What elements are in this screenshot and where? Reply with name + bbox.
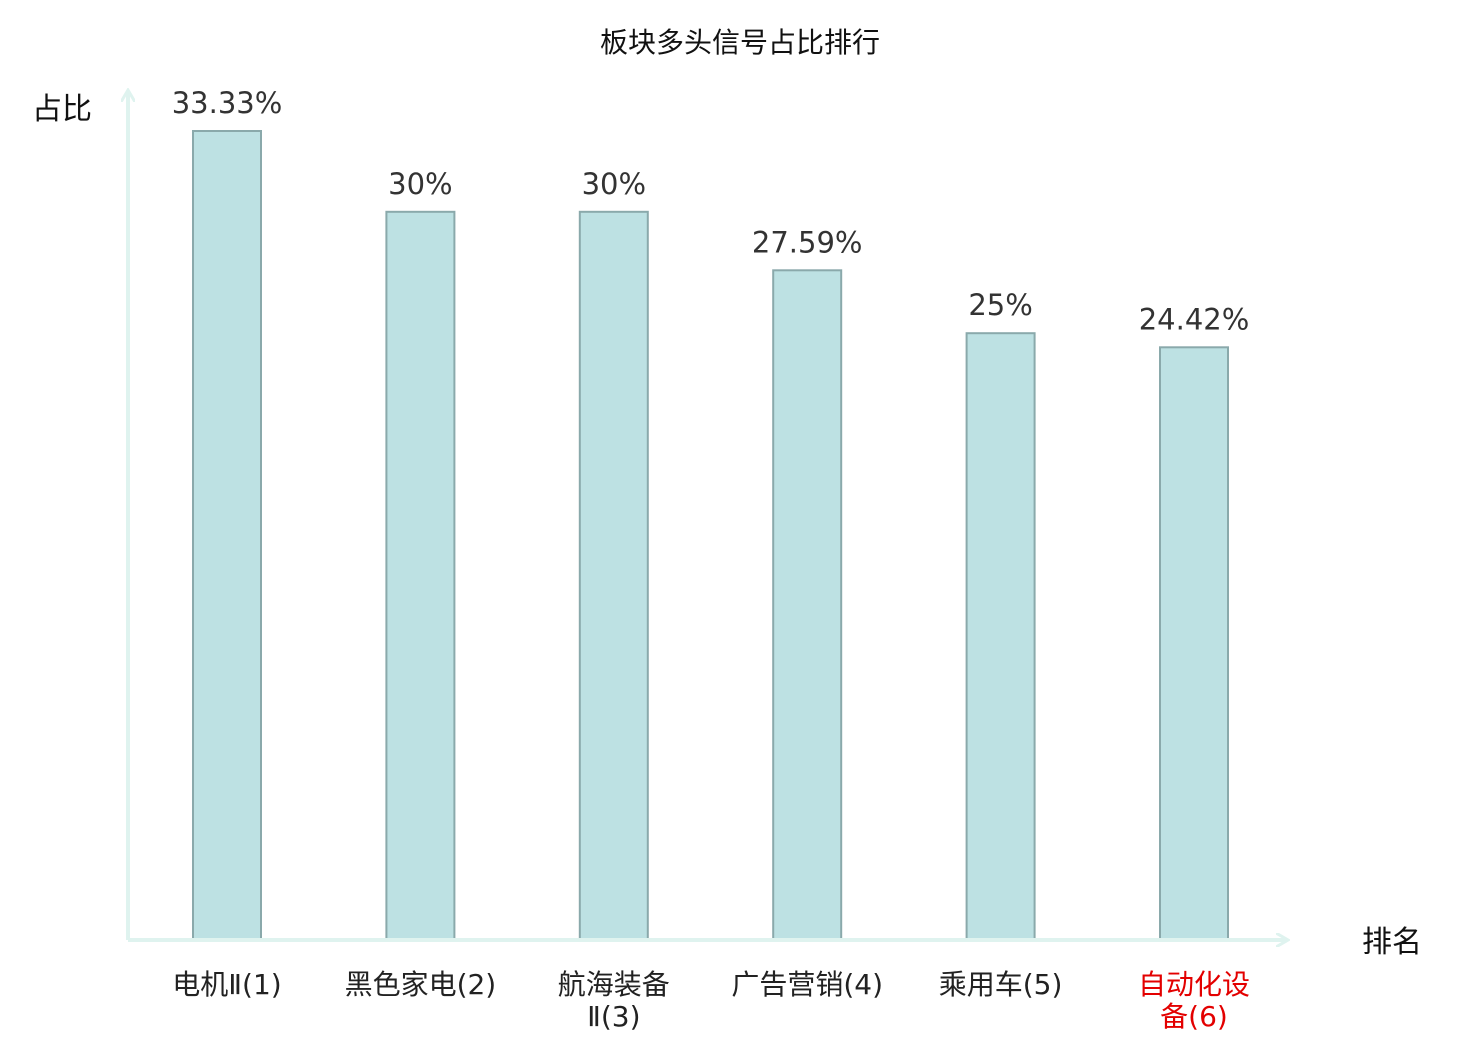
y-axis-label: 占比 bbox=[32, 92, 92, 127]
x-tick-label: 广告营销(4) bbox=[731, 968, 883, 1001]
bar-value-label: 24.42% bbox=[1139, 302, 1250, 336]
x-tick-label: Ⅱ(3) bbox=[587, 1000, 640, 1033]
x-tick-label: 乘用车(5) bbox=[939, 968, 1063, 1001]
bar-value-label: 27.59% bbox=[752, 225, 863, 259]
x-tick-label: 自动化设 bbox=[1138, 968, 1250, 1001]
bar bbox=[578, 210, 649, 942]
bar bbox=[192, 130, 262, 941]
x-tick-label: 黑色家电(2) bbox=[345, 968, 497, 1001]
bar-value-label: 30% bbox=[582, 167, 646, 201]
bar-value-label: 25% bbox=[968, 288, 1032, 322]
x-axis-label: 排名 bbox=[1362, 925, 1422, 960]
bar bbox=[385, 210, 456, 942]
x-tick-label: 电机Ⅱ(1) bbox=[172, 968, 281, 1001]
value-labels-layer: 33.33% 30% 30% 27.59% 25% 24.42% bbox=[172, 86, 1250, 336]
bar bbox=[772, 269, 843, 941]
bar-value-label: 30% bbox=[388, 167, 452, 201]
x-tick-label: 航海装备 bbox=[558, 968, 670, 1001]
bar bbox=[965, 332, 1036, 941]
chart-title: 板块多头信号占比排行 bbox=[600, 26, 880, 59]
bar-value-label: 33.33% bbox=[172, 86, 283, 120]
x-tick-label: 备(6) bbox=[1160, 1000, 1228, 1033]
bars-layer bbox=[192, 130, 1229, 942]
bar bbox=[1159, 346, 1229, 941]
